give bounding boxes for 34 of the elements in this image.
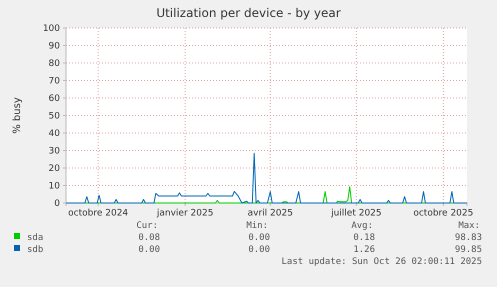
text: 0.08	[138, 233, 160, 243]
x-tick-label: janvier 2025	[156, 208, 214, 218]
y-tick-label: 70	[48, 76, 60, 86]
text: Min:	[246, 221, 268, 231]
y-tick-label: 80	[48, 58, 60, 69]
legend-label: sdb	[27, 245, 44, 255]
text: 98.83	[454, 233, 482, 243]
y-tick-label: 40	[48, 128, 60, 139]
legend-label: sda	[27, 233, 44, 243]
y-tick-label: 50	[48, 111, 60, 122]
chart-title: Utilization per device - by year	[156, 6, 341, 20]
y-tick-label: 20	[48, 164, 60, 174]
y-tick-label: 0	[54, 198, 60, 209]
text: 0.00	[138, 245, 160, 255]
y-tick-label: 90	[48, 41, 60, 52]
y-tick-label: 10	[48, 181, 60, 192]
text: Max:	[458, 221, 480, 231]
x-tick-label: avril 2025	[248, 208, 293, 218]
line-series	[66, 152, 468, 204]
text: 0.18	[353, 233, 375, 243]
text: Last update: Sun Oct 26 02:00:11 2025	[282, 257, 482, 267]
y-tick-label: 100	[42, 24, 60, 34]
x-tick-label: juillet 2025	[330, 208, 382, 218]
x-tick-label: octobre 2025	[413, 208, 474, 218]
y-tick-label: 30	[48, 146, 60, 156]
text: Avg:	[351, 221, 373, 231]
text: 0.00	[248, 245, 270, 255]
text: 99.85	[454, 245, 482, 255]
y-tick-label: 60	[48, 94, 60, 104]
x-tick-label: octobre 2024	[68, 208, 128, 218]
text: 1.26	[353, 245, 375, 255]
y-axis-title: % busy	[12, 97, 23, 134]
text: Cur:	[136, 221, 158, 231]
text: 0.00	[248, 233, 270, 243]
